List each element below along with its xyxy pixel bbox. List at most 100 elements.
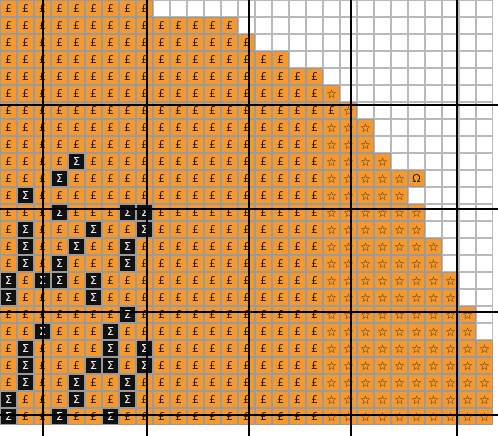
empty-cell[interactable] (476, 187, 493, 204)
pound-cell[interactable]: £ (153, 374, 170, 391)
empty-cell[interactable] (289, 51, 306, 68)
star-cell[interactable]: ☆ (425, 391, 442, 408)
empty-cell[interactable] (442, 34, 459, 51)
empty-cell[interactable] (306, 34, 323, 51)
pound-cell[interactable]: £ (51, 391, 68, 408)
sigma-cell[interactable]: Σ (102, 357, 119, 374)
pound-cell[interactable]: £ (187, 374, 204, 391)
empty-cell[interactable] (408, 34, 425, 51)
star-cell[interactable]: ☆ (357, 408, 374, 425)
pound-cell[interactable]: £ (102, 85, 119, 102)
pound-cell[interactable]: £ (17, 391, 34, 408)
pound-cell[interactable]: £ (306, 85, 323, 102)
pound-cell[interactable]: £ (187, 136, 204, 153)
pound-cell[interactable]: £ (170, 374, 187, 391)
pound-cell[interactable]: £ (68, 170, 85, 187)
empty-cell[interactable] (476, 323, 493, 340)
sigma-cell[interactable]: Σ (68, 374, 85, 391)
star-cell[interactable]: ☆ (442, 374, 459, 391)
pound-cell[interactable]: £ (170, 340, 187, 357)
pound-cell[interactable]: £ (119, 136, 136, 153)
pound-cell[interactable]: £ (187, 102, 204, 119)
pound-cell[interactable]: £ (102, 68, 119, 85)
pound-cell[interactable]: £ (153, 272, 170, 289)
pound-cell[interactable]: £ (255, 408, 272, 425)
empty-cell[interactable] (459, 255, 476, 272)
star-cell[interactable]: ☆ (340, 408, 357, 425)
star-cell[interactable]: ☆ (391, 374, 408, 391)
pound-cell[interactable]: £ (289, 136, 306, 153)
star-cell[interactable]: ☆ (323, 255, 340, 272)
pound-cell[interactable]: £ (0, 0, 17, 17)
star-cell[interactable]: ☆ (357, 340, 374, 357)
star-cell[interactable]: ☆ (425, 238, 442, 255)
pound-cell[interactable]: £ (204, 34, 221, 51)
empty-cell[interactable] (408, 187, 425, 204)
pound-cell[interactable]: £ (238, 408, 255, 425)
pound-cell[interactable]: £ (272, 85, 289, 102)
sigma-cell[interactable]: Σ (85, 357, 102, 374)
pound-cell[interactable]: £ (51, 323, 68, 340)
empty-cell[interactable] (221, 0, 238, 17)
sigma-cell[interactable]: Σ (119, 374, 136, 391)
star-cell[interactable]: ☆ (323, 374, 340, 391)
sigma-cell[interactable]: Σ (136, 357, 153, 374)
empty-cell[interactable] (391, 85, 408, 102)
star-cell[interactable]: ☆ (408, 306, 425, 323)
star-cell[interactable]: ☆ (357, 306, 374, 323)
pound-cell[interactable]: £ (0, 153, 17, 170)
star-cell[interactable]: ☆ (323, 408, 340, 425)
sigma-cell[interactable]: Σ (119, 391, 136, 408)
empty-cell[interactable] (357, 51, 374, 68)
pound-cell[interactable]: £ (85, 153, 102, 170)
star-cell[interactable]: ☆ (323, 306, 340, 323)
pound-cell[interactable]: £ (0, 187, 17, 204)
star-cell[interactable]: ☆ (357, 289, 374, 306)
pound-cell[interactable]: £ (238, 119, 255, 136)
star-cell[interactable]: ☆ (323, 204, 340, 221)
pound-cell[interactable]: £ (272, 68, 289, 85)
pound-cell[interactable]: £ (119, 0, 136, 17)
pound-cell[interactable]: £ (272, 323, 289, 340)
empty-cell[interactable] (459, 289, 476, 306)
empty-cell[interactable] (153, 0, 170, 17)
star-cell[interactable]: ☆ (323, 153, 340, 170)
star-cell[interactable]: ☆ (374, 340, 391, 357)
pound-cell[interactable]: £ (306, 170, 323, 187)
pound-cell[interactable]: £ (204, 255, 221, 272)
pound-cell[interactable]: £ (17, 153, 34, 170)
empty-cell[interactable] (459, 51, 476, 68)
star-cell[interactable]: ☆ (391, 272, 408, 289)
pound-cell[interactable]: £ (136, 119, 153, 136)
pound-cell[interactable]: £ (102, 255, 119, 272)
star-cell[interactable]: ☆ (425, 340, 442, 357)
pound-cell[interactable]: £ (17, 17, 34, 34)
empty-cell[interactable] (357, 34, 374, 51)
empty-cell[interactable] (374, 0, 391, 17)
star-cell[interactable]: ☆ (391, 187, 408, 204)
empty-cell[interactable] (476, 306, 493, 323)
pound-cell[interactable]: £ (238, 68, 255, 85)
sigma-cell[interactable]: Σ (102, 340, 119, 357)
pound-cell[interactable]: £ (221, 51, 238, 68)
pound-cell[interactable]: £ (289, 255, 306, 272)
pound-cell[interactable]: £ (289, 340, 306, 357)
empty-cell[interactable] (391, 119, 408, 136)
star-cell[interactable]: ☆ (425, 374, 442, 391)
pound-cell[interactable]: £ (221, 170, 238, 187)
pound-cell[interactable]: £ (204, 221, 221, 238)
pound-cell[interactable]: £ (306, 323, 323, 340)
empty-cell[interactable] (459, 221, 476, 238)
pound-cell[interactable]: £ (153, 357, 170, 374)
pound-cell[interactable]: £ (289, 391, 306, 408)
pound-cell[interactable]: £ (187, 408, 204, 425)
empty-cell[interactable] (374, 51, 391, 68)
pound-cell[interactable]: £ (51, 289, 68, 306)
pound-cell[interactable]: £ (51, 17, 68, 34)
pound-cell[interactable]: £ (289, 408, 306, 425)
star-cell[interactable]: ☆ (357, 357, 374, 374)
pound-cell[interactable]: £ (0, 357, 17, 374)
star-cell[interactable]: ☆ (408, 374, 425, 391)
pound-cell[interactable]: £ (51, 136, 68, 153)
empty-cell[interactable] (459, 119, 476, 136)
